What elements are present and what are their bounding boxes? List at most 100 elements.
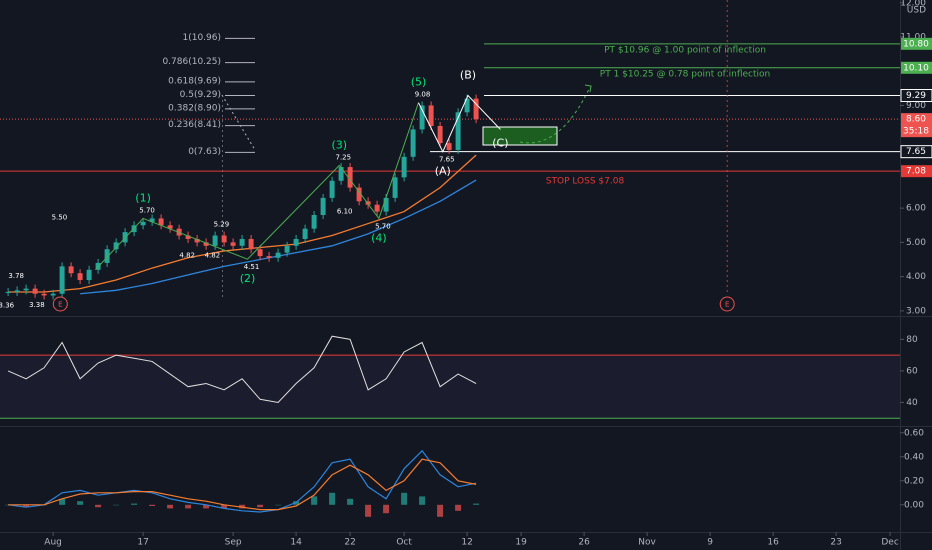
candle [140, 221, 146, 226]
wave-label: (3) [332, 138, 348, 151]
price-note: 3.78 [8, 272, 24, 280]
histogram-bar [203, 504, 210, 509]
x-tick-label: Sep [225, 538, 242, 548]
y-tick-label: 60 [906, 366, 918, 376]
x-tick-label: Oct [396, 538, 412, 548]
histogram-bar [347, 498, 354, 505]
y-tick-label: 3.00 [906, 306, 926, 316]
histogram-bar [419, 496, 426, 505]
level-label: 10.10 [903, 63, 929, 73]
arrow-head [584, 84, 592, 93]
candle [302, 228, 308, 239]
event-label: E [725, 301, 729, 309]
candle [149, 218, 155, 222]
candle [14, 290, 20, 293]
histogram-bar [59, 498, 66, 505]
candle [428, 105, 434, 126]
candle [230, 242, 236, 246]
price-note: 4.82 [205, 252, 221, 260]
level-text: PT 1 $10.25 @ 0.78 point of inflection [600, 69, 770, 79]
y-tick-label: 0.20 [904, 476, 924, 486]
wave-price: 4.51 [244, 263, 260, 271]
fib-label: 1(10.96) [182, 33, 221, 43]
candle [437, 125, 443, 144]
macd-line [8, 449, 477, 513]
candle [383, 197, 389, 212]
candle [410, 129, 416, 157]
countdown: 35:18 [903, 127, 929, 137]
x-tick-label: 9 [707, 538, 713, 548]
x-tick-label: 26 [578, 538, 590, 548]
candle [104, 249, 110, 263]
histogram-bar [455, 504, 462, 511]
candle [185, 235, 191, 239]
x-tick-label: 14 [290, 538, 302, 548]
x-tick-label: 22 [344, 538, 355, 548]
y-tick-label: 0.40 [904, 452, 924, 462]
x-tick-label: 23 [830, 538, 841, 548]
candle [284, 245, 290, 253]
candle [113, 242, 119, 250]
y-tick-label: 5.00 [906, 238, 926, 248]
candle [401, 156, 407, 178]
level-badge [901, 61, 932, 74]
histogram-bar [185, 504, 192, 509]
histogram-bar [149, 504, 156, 506]
y-tick-label: 12.00 [900, 0, 926, 8]
candle [41, 293, 47, 296]
candle [419, 105, 425, 130]
histogram-bar [329, 492, 336, 505]
candle [194, 238, 200, 243]
candle [320, 197, 326, 216]
wave-price: 5.70 [375, 222, 391, 230]
wave-line [95, 102, 419, 271]
candle [365, 201, 371, 205]
candle [239, 238, 245, 246]
candle [338, 167, 344, 181]
y-tick-label: 9.00 [906, 101, 926, 111]
level-badge [900, 145, 932, 159]
last-price-label: 8.60 [906, 115, 926, 125]
event-label: E [58, 301, 62, 309]
wave-label: (1) [135, 191, 151, 204]
candle [455, 112, 461, 150]
level-label: 7.08 [906, 167, 926, 177]
event-marker [52, 296, 68, 312]
histogram-bar [221, 504, 228, 509]
wave-label: (A) [435, 165, 451, 178]
fib-label: 0(7.63) [188, 147, 221, 157]
histogram-bar [437, 504, 444, 517]
level-label: 10.80 [903, 39, 929, 49]
level-text: PT $10.96 @ 1.00 point of inflection [604, 45, 766, 55]
level-badge [900, 89, 932, 103]
candle [392, 177, 398, 198]
level-badge [901, 165, 932, 178]
price-note: 3.36 [0, 302, 15, 310]
histogram-bar [383, 504, 390, 514]
candle [5, 292, 11, 294]
y-tick-label: 6.00 [906, 204, 926, 214]
macd-line [8, 458, 477, 511]
wave-price: 5.70 [139, 206, 155, 214]
candle [167, 225, 173, 229]
candle [446, 143, 452, 150]
histogram-bar [365, 504, 372, 517]
level-label: 9.29 [906, 91, 926, 101]
price-note: 6.10 [337, 208, 353, 216]
histogram-bar [131, 503, 138, 505]
y-tick-label: 0.60 [904, 428, 924, 438]
fib-label: 0.382(8.90) [168, 103, 221, 113]
candle [248, 238, 254, 250]
histogram-bar [311, 496, 318, 505]
candle [293, 238, 299, 246]
x-tick-label: 19 [515, 538, 527, 548]
price-note: 3.38 [29, 301, 45, 309]
fib-label: 0.618(9.69) [168, 76, 221, 86]
histogram-bar [473, 503, 480, 505]
candle [59, 266, 65, 294]
wave-price: 9.08 [415, 91, 431, 99]
candle [329, 180, 335, 198]
histogram-bar [257, 504, 264, 508]
x-tick-label: Dec [881, 538, 898, 548]
